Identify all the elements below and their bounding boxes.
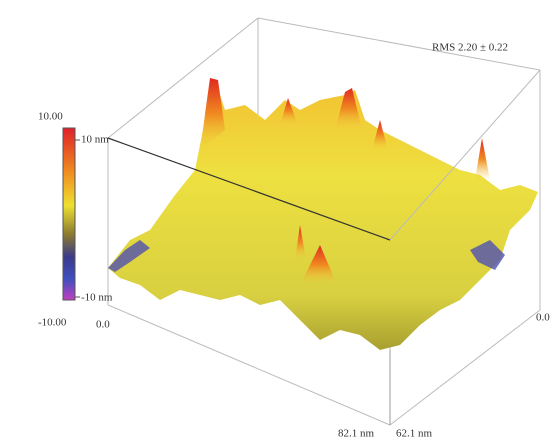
axis-x-end: 82.1 nm xyxy=(338,428,375,440)
axis-origin-right: 0.0 xyxy=(536,312,550,324)
colorbar xyxy=(62,127,76,301)
colorbar-bottom: -10 nm xyxy=(81,292,113,304)
colorbar-min: -10.00 xyxy=(38,317,67,329)
surface xyxy=(107,69,541,350)
axis-origin-left: 0.0 xyxy=(96,319,110,331)
bounding-box xyxy=(107,17,541,426)
rms-label: RMS 2.20 ± 0.22 xyxy=(432,42,508,54)
colorbar-top: 10 nm xyxy=(81,134,109,146)
colorbar-max: 10.00 xyxy=(38,111,63,123)
axis-y-end: 62.1 nm xyxy=(396,428,433,440)
